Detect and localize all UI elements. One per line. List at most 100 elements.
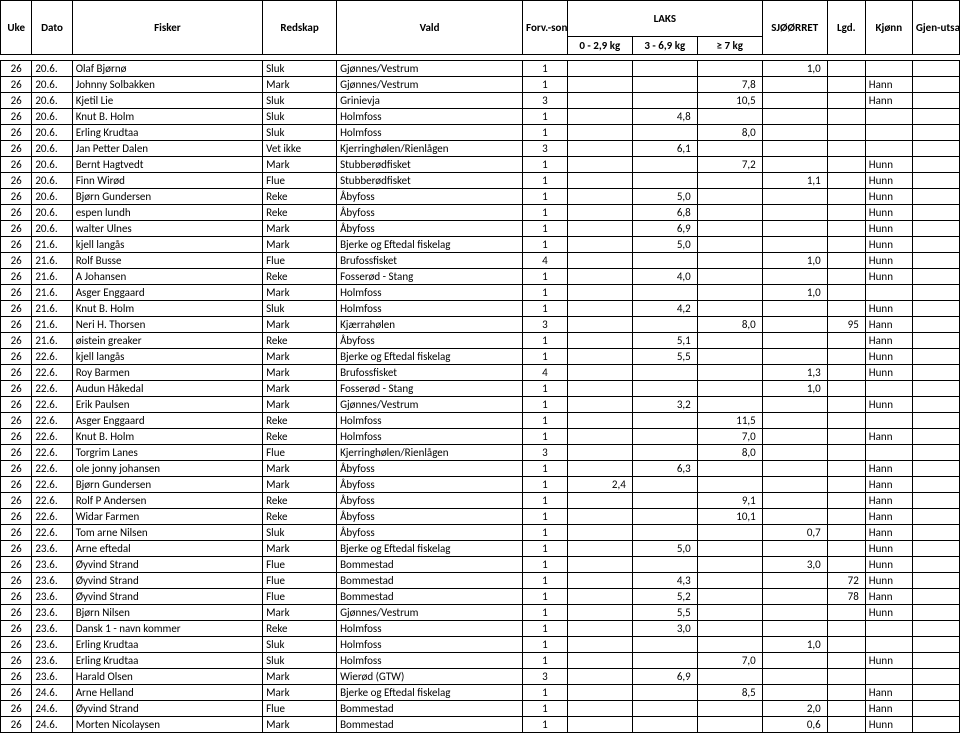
table-row: 2622.6.Roy BarmenMarkBrufossfisket41,3Hu… — [1, 365, 960, 381]
table-row: 2620.6.Knut B. HolmSlukHolmfoss14,8 — [1, 109, 960, 125]
cell: 22.6. — [32, 477, 72, 493]
cell — [567, 413, 632, 429]
cell: 26 — [1, 493, 32, 509]
table-row: 2622.6.Knut B. HolmRekeHolmfoss17,0Hann — [1, 429, 960, 445]
cell: ole jonny johansen — [72, 461, 262, 477]
cell: 26 — [1, 349, 32, 365]
cell: 26 — [1, 445, 32, 461]
cell: Reke — [263, 509, 337, 525]
cell: Øyvind Strand — [72, 589, 262, 605]
cell: 2,4 — [567, 477, 632, 493]
cell: Bernt Hagtvedt — [72, 157, 262, 173]
cell: Holmfoss — [337, 653, 523, 669]
cell: 5,0 — [632, 189, 697, 205]
cell: 4,0 — [632, 269, 697, 285]
cell — [762, 205, 827, 221]
cell — [632, 317, 697, 333]
cell: 23.6. — [32, 589, 72, 605]
cell: 1 — [523, 413, 568, 429]
cell: 1,0 — [762, 637, 827, 653]
cell — [697, 381, 762, 397]
cell — [567, 557, 632, 573]
cell: 21.6. — [32, 237, 72, 253]
cell: 6,9 — [632, 669, 697, 685]
cell — [827, 637, 865, 653]
cell — [567, 605, 632, 621]
col-lgd: Lgd. — [827, 1, 865, 55]
cell — [912, 701, 959, 717]
cell — [827, 269, 865, 285]
cell — [697, 397, 762, 413]
cell — [912, 301, 959, 317]
catch-table: Uke Dato Fisker Redskap Vald Forv.-sone … — [0, 0, 960, 733]
cell — [827, 445, 865, 461]
cell: 5,2 — [632, 589, 697, 605]
col-vald: Vald — [337, 1, 523, 55]
cell — [827, 621, 865, 637]
cell: Knut B. Holm — [72, 109, 262, 125]
cell — [567, 429, 632, 445]
cell — [632, 493, 697, 509]
cell: Hunn — [865, 157, 912, 173]
cell — [912, 173, 959, 189]
cell — [912, 717, 959, 733]
cell: 5,0 — [632, 237, 697, 253]
table-row: 2620.6.espen lundhRekeÅbyfoss16,8Hunn — [1, 205, 960, 221]
cell: 26 — [1, 157, 32, 173]
cell — [762, 157, 827, 173]
cell: Arne Helland — [72, 685, 262, 701]
cell: Hann — [865, 493, 912, 509]
cell: 1 — [523, 157, 568, 173]
table-row: 2622.6.Torgrim LanesFlueKjerringhølen/Ri… — [1, 445, 960, 461]
cell: Hann — [865, 589, 912, 605]
col-sjo: SJØØRRET — [762, 1, 827, 55]
table-row: 2620.6.Kjetil LieSlukGrinievja310,5Hann — [1, 93, 960, 109]
cell: Gjønnes/Vestrum — [337, 397, 523, 413]
cell: 26 — [1, 285, 32, 301]
cell: Øyvind Strand — [72, 557, 262, 573]
cell: Hann — [865, 701, 912, 717]
cell — [697, 189, 762, 205]
cell: 21.6. — [32, 269, 72, 285]
cell — [762, 125, 827, 141]
cell: 1 — [523, 189, 568, 205]
cell: Mark — [263, 461, 337, 477]
cell — [567, 205, 632, 221]
cell: 1 — [523, 237, 568, 253]
cell: 6,8 — [632, 205, 697, 221]
cell: 1 — [523, 349, 568, 365]
cell — [567, 701, 632, 717]
cell: Hann — [865, 93, 912, 109]
cell: Hann — [865, 509, 912, 525]
table-row: 2620.6.walter UlnesMarkÅbyfoss16,9Hunn — [1, 221, 960, 237]
cell — [865, 61, 912, 77]
cell: walter Ulnes — [72, 221, 262, 237]
cell — [912, 605, 959, 621]
cell — [567, 589, 632, 605]
cell: Holmfoss — [337, 429, 523, 445]
cell: 20.6. — [32, 141, 72, 157]
cell: 23.6. — [32, 653, 72, 669]
cell: 4,8 — [632, 109, 697, 125]
cell: Reke — [263, 189, 337, 205]
cell: 23.6. — [32, 637, 72, 653]
cell — [827, 669, 865, 685]
cell: Brufossfisket — [337, 253, 523, 269]
table-row: 2620.6.Finn WirødFlueStubberødfisket11,1… — [1, 173, 960, 189]
cell — [632, 701, 697, 717]
cell: Stubberødfisket — [337, 173, 523, 189]
cell — [697, 301, 762, 317]
cell — [827, 541, 865, 557]
col-laks-0: 0 - 2,9 kg — [567, 37, 632, 55]
cell: 26 — [1, 621, 32, 637]
cell: Bommestad — [337, 573, 523, 589]
cell: Hunn — [865, 173, 912, 189]
cell — [567, 573, 632, 589]
cell — [567, 669, 632, 685]
cell — [762, 429, 827, 445]
cell: 26 — [1, 317, 32, 333]
cell: Sluk — [263, 525, 337, 541]
col-kjonn: Kjønn — [865, 1, 912, 55]
cell — [567, 189, 632, 205]
cell: Reke — [263, 493, 337, 509]
